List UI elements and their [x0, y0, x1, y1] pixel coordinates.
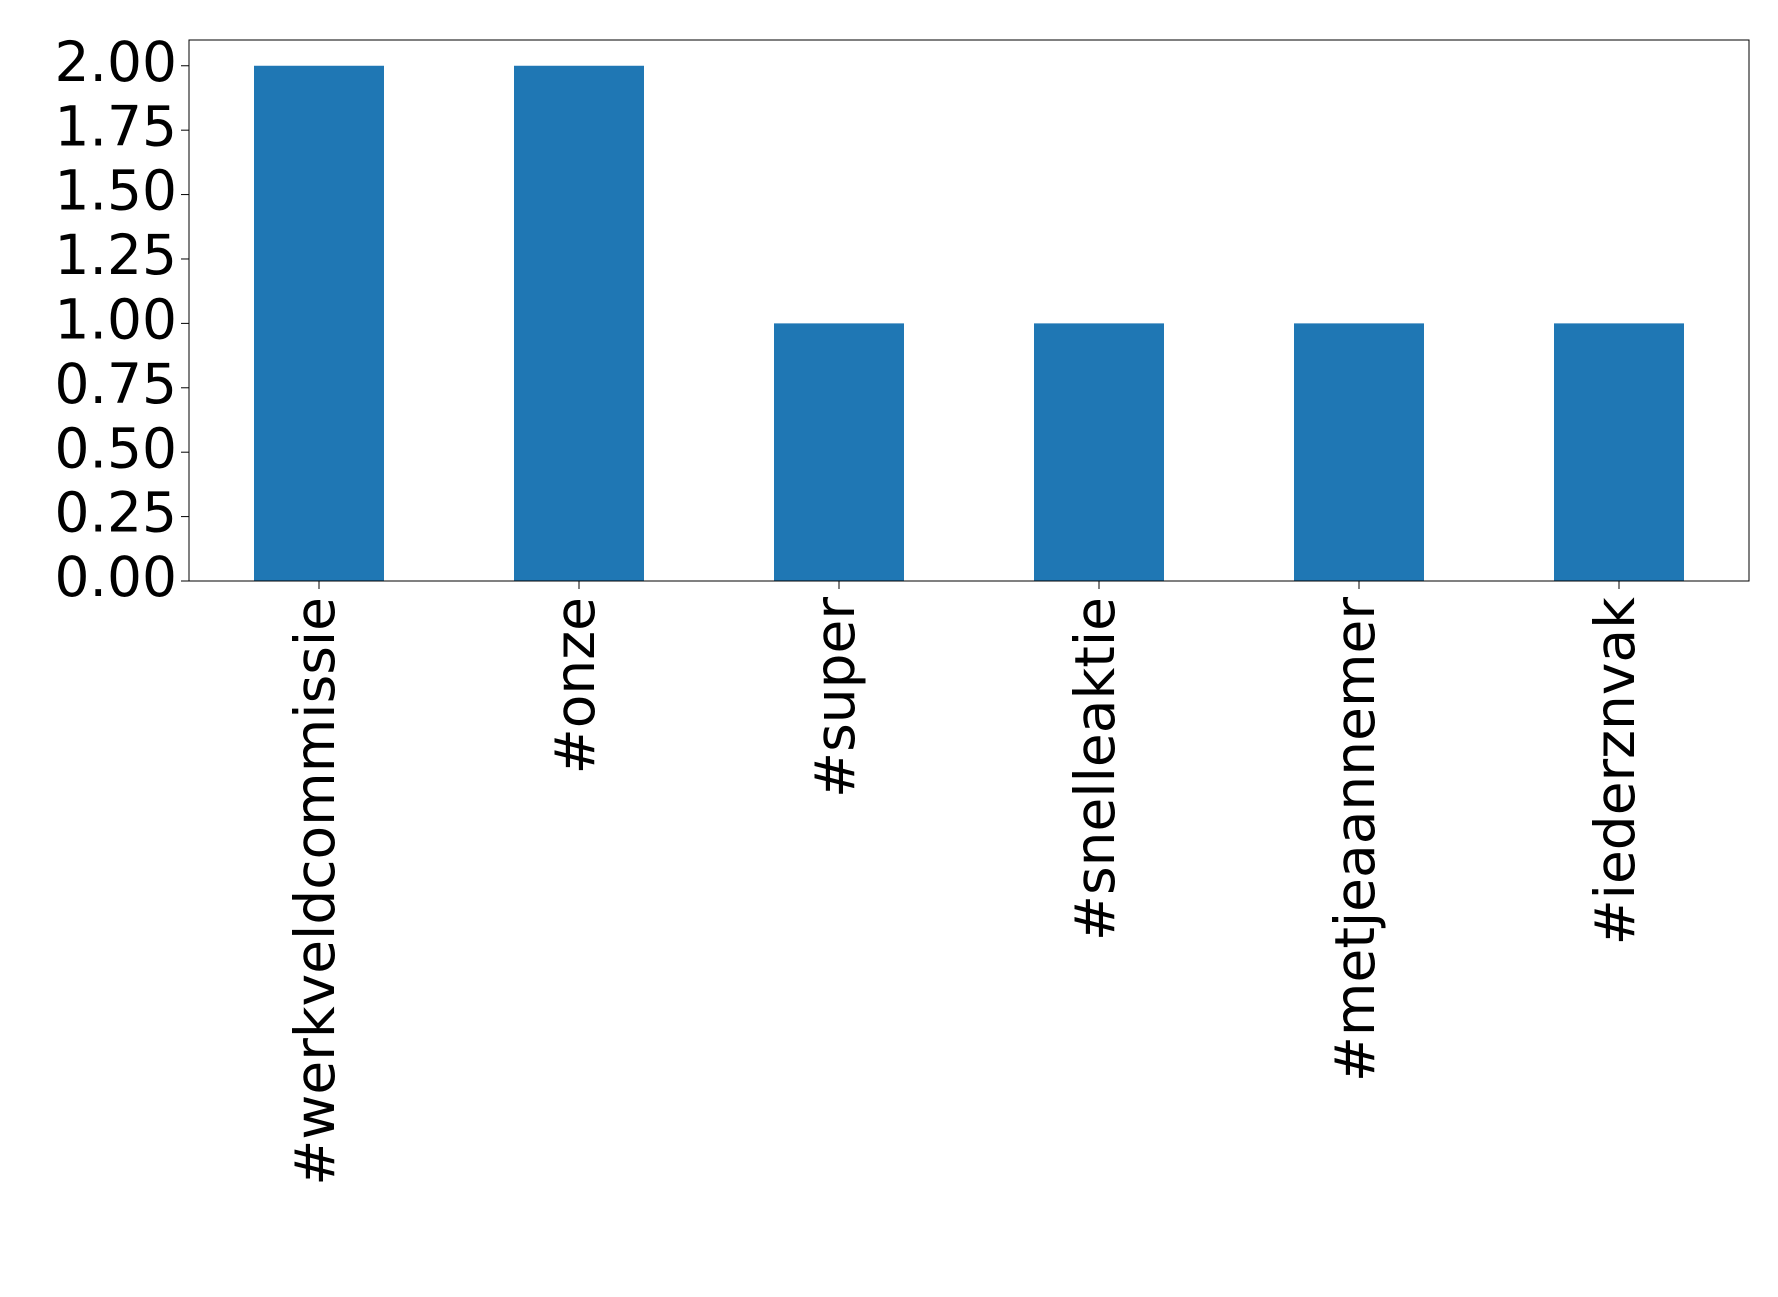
y-tick-label: 0.00 — [55, 545, 177, 609]
bar — [1294, 323, 1424, 581]
y-tick-label: 1.75 — [55, 94, 177, 158]
y-tick-label: 0.50 — [55, 416, 177, 480]
x-tick-label: #werkveldcommissie — [283, 597, 347, 1186]
x-tick-label: #super — [803, 597, 867, 798]
x-tick-label: #iederznvak — [1583, 597, 1647, 946]
bar — [774, 323, 904, 581]
y-tick-label: 2.00 — [55, 30, 177, 94]
x-tick-label: #metjeaannemer — [1323, 597, 1387, 1083]
y-tick-label: 0.75 — [55, 352, 177, 416]
x-tick-label: #snelleaktie — [1063, 597, 1127, 941]
y-tick-label: 0.25 — [55, 481, 177, 545]
bar — [514, 65, 644, 581]
y-tick-label: 1.25 — [55, 223, 177, 287]
bar — [1034, 323, 1164, 581]
bar — [1554, 323, 1684, 581]
plot-frame — [188, 39, 1750, 582]
y-tick-label: 1.50 — [55, 159, 177, 223]
bar — [254, 65, 384, 581]
x-tick-label: #onze — [543, 597, 607, 774]
y-tick-label: 1.00 — [55, 288, 177, 352]
